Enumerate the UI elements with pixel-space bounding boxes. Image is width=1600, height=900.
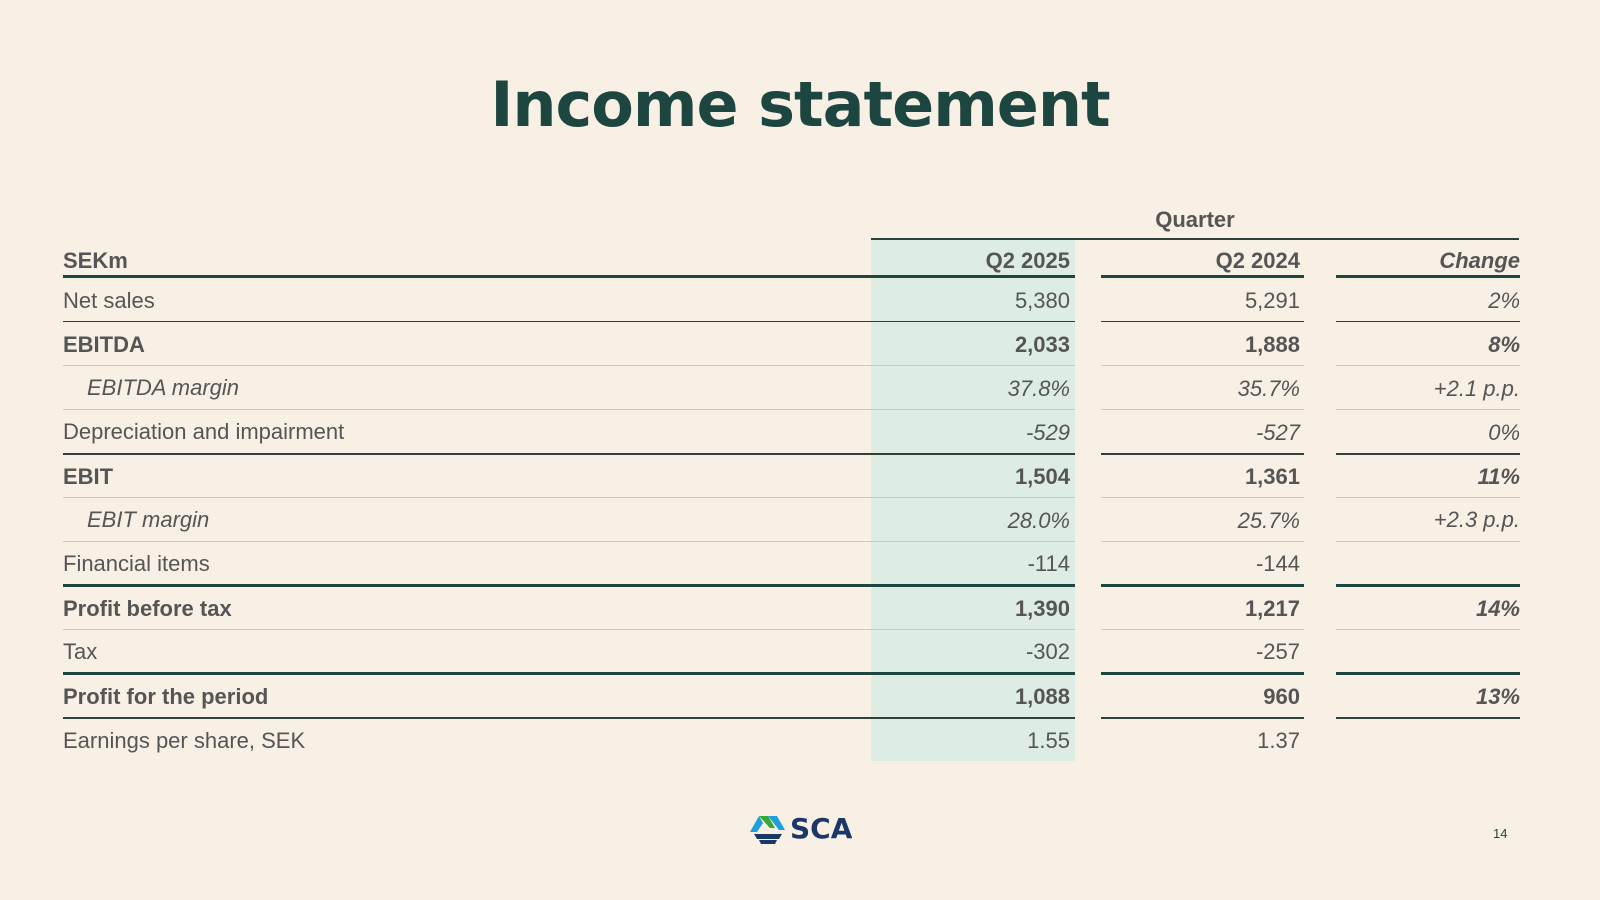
row-rule xyxy=(1336,541,1520,542)
quarter-group-header: Quarter xyxy=(1155,207,1235,232)
row-rule xyxy=(1336,453,1520,455)
row-rule xyxy=(1101,409,1304,410)
row-financial-items-label: Financial items xyxy=(63,551,210,576)
current-quarter-highlight xyxy=(871,238,1075,761)
row-rule xyxy=(63,497,1075,498)
row-tax-q2-2025: -302 xyxy=(1025,639,1070,664)
header-rule-col3 xyxy=(1336,275,1520,278)
row-rule xyxy=(63,672,1075,675)
row-rule xyxy=(1101,541,1304,542)
row-ebit-q2-2024: 1,361 xyxy=(1244,464,1300,489)
row-depreciation-label: Depreciation and impairment xyxy=(63,419,345,444)
sca-logo-icon xyxy=(750,816,785,844)
row-rule xyxy=(63,629,1075,630)
row-rule xyxy=(1101,453,1304,455)
row-ebit-q2-2025: 1,504 xyxy=(1014,464,1070,489)
row-ebit-label: EBIT xyxy=(63,464,114,489)
row-rule xyxy=(1101,672,1304,675)
row-ebitda-margin-q2-2024: 35.7% xyxy=(1237,376,1300,401)
row-rule xyxy=(1336,672,1520,675)
row-eps-q2-2025: 1.55 xyxy=(1027,728,1070,753)
row-profit-for-period-q2-2024: 960 xyxy=(1263,684,1300,709)
row-ebit-margin-q2-2024: 25.7% xyxy=(1237,508,1300,533)
row-profit-before-tax-label: Profit before tax xyxy=(63,596,232,621)
row-profit-for-period-label: Profit for the period xyxy=(63,684,269,709)
row-ebitda-change: 8% xyxy=(1488,332,1520,357)
row-rule xyxy=(1336,321,1520,322)
page-number: 14 xyxy=(1493,826,1508,841)
row-ebitda-q2-2025: 2,033 xyxy=(1014,332,1070,357)
sca-logo-text: SCA xyxy=(790,812,853,845)
row-rule xyxy=(1101,497,1304,498)
row-profit-before-tax-q2-2025: 1,390 xyxy=(1014,596,1070,621)
row-ebitda-margin-label: EBITDA margin xyxy=(87,375,240,400)
row-net-sales-label: Net sales xyxy=(63,288,155,313)
row-rule xyxy=(1336,409,1520,410)
row-ebit-margin-label: EBIT margin xyxy=(87,507,210,532)
header-q2-2025: Q2 2025 xyxy=(985,248,1070,273)
row-ebit-margin-change: +2.3 p.p. xyxy=(1433,507,1520,532)
row-net-sales-q2-2024: 5,291 xyxy=(1244,288,1300,313)
row-profit-for-period-q2-2025: 1,088 xyxy=(1014,684,1070,709)
row-rule xyxy=(63,541,1075,542)
row-rule xyxy=(1101,584,1304,587)
row-rule xyxy=(63,453,1075,455)
row-depreciation-q2-2025: -529 xyxy=(1025,420,1070,445)
row-rule xyxy=(63,409,1075,410)
row-financial-items-q2-2025: -114 xyxy=(1027,551,1070,576)
row-rule xyxy=(63,321,1075,322)
row-profit-before-tax-change: 14% xyxy=(1475,596,1520,621)
row-rule xyxy=(1101,629,1304,630)
row-depreciation-q2-2024: -527 xyxy=(1255,420,1300,445)
header-q2-2024: Q2 2024 xyxy=(1215,248,1300,273)
header-rule-col2 xyxy=(1101,275,1304,278)
row-rule xyxy=(1336,629,1520,630)
row-ebitda-label: EBITDA xyxy=(63,332,145,357)
row-profit-before-tax-q2-2024: 1,217 xyxy=(1244,596,1300,621)
header-label: SEKm xyxy=(63,248,128,273)
row-rule xyxy=(63,584,1075,587)
page-title: Income statement xyxy=(490,68,1110,141)
row-depreciation-change: 0% xyxy=(1488,420,1520,445)
row-net-sales-change: 2% xyxy=(1488,288,1520,313)
row-rule xyxy=(1336,584,1520,587)
sca-logo: SCA xyxy=(748,810,852,846)
header-change: Change xyxy=(1439,248,1520,273)
row-rule xyxy=(1336,497,1520,498)
row-rule xyxy=(63,365,1075,366)
row-profit-for-period-change: 13% xyxy=(1475,684,1520,709)
row-net-sales-q2-2025: 5,380 xyxy=(1014,288,1070,313)
row-financial-items-q2-2024: -144 xyxy=(1255,551,1300,576)
row-ebit-margin-q2-2025: 28.0% xyxy=(1007,508,1070,533)
row-rule xyxy=(1101,365,1304,366)
header-rule-label xyxy=(63,275,1075,278)
quarter-group-rule xyxy=(871,238,1519,240)
row-rule xyxy=(63,717,1075,719)
row-tax-label: Tax xyxy=(63,639,98,664)
row-rule xyxy=(1101,321,1304,322)
row-rule xyxy=(1336,717,1520,719)
row-tax-q2-2024: -257 xyxy=(1255,639,1300,664)
row-ebitda-margin-change: +2.1 p.p. xyxy=(1433,376,1520,401)
row-rule xyxy=(1101,717,1304,719)
row-eps-q2-2024: 1.37 xyxy=(1257,728,1300,753)
row-eps-label: Earnings per share, SEK xyxy=(63,728,306,753)
row-ebit-change: 11% xyxy=(1477,464,1520,489)
row-ebitda-margin-q2-2025: 37.8% xyxy=(1007,376,1070,401)
row-ebitda-q2-2024: 1,888 xyxy=(1244,332,1300,357)
row-rule xyxy=(1336,365,1520,366)
